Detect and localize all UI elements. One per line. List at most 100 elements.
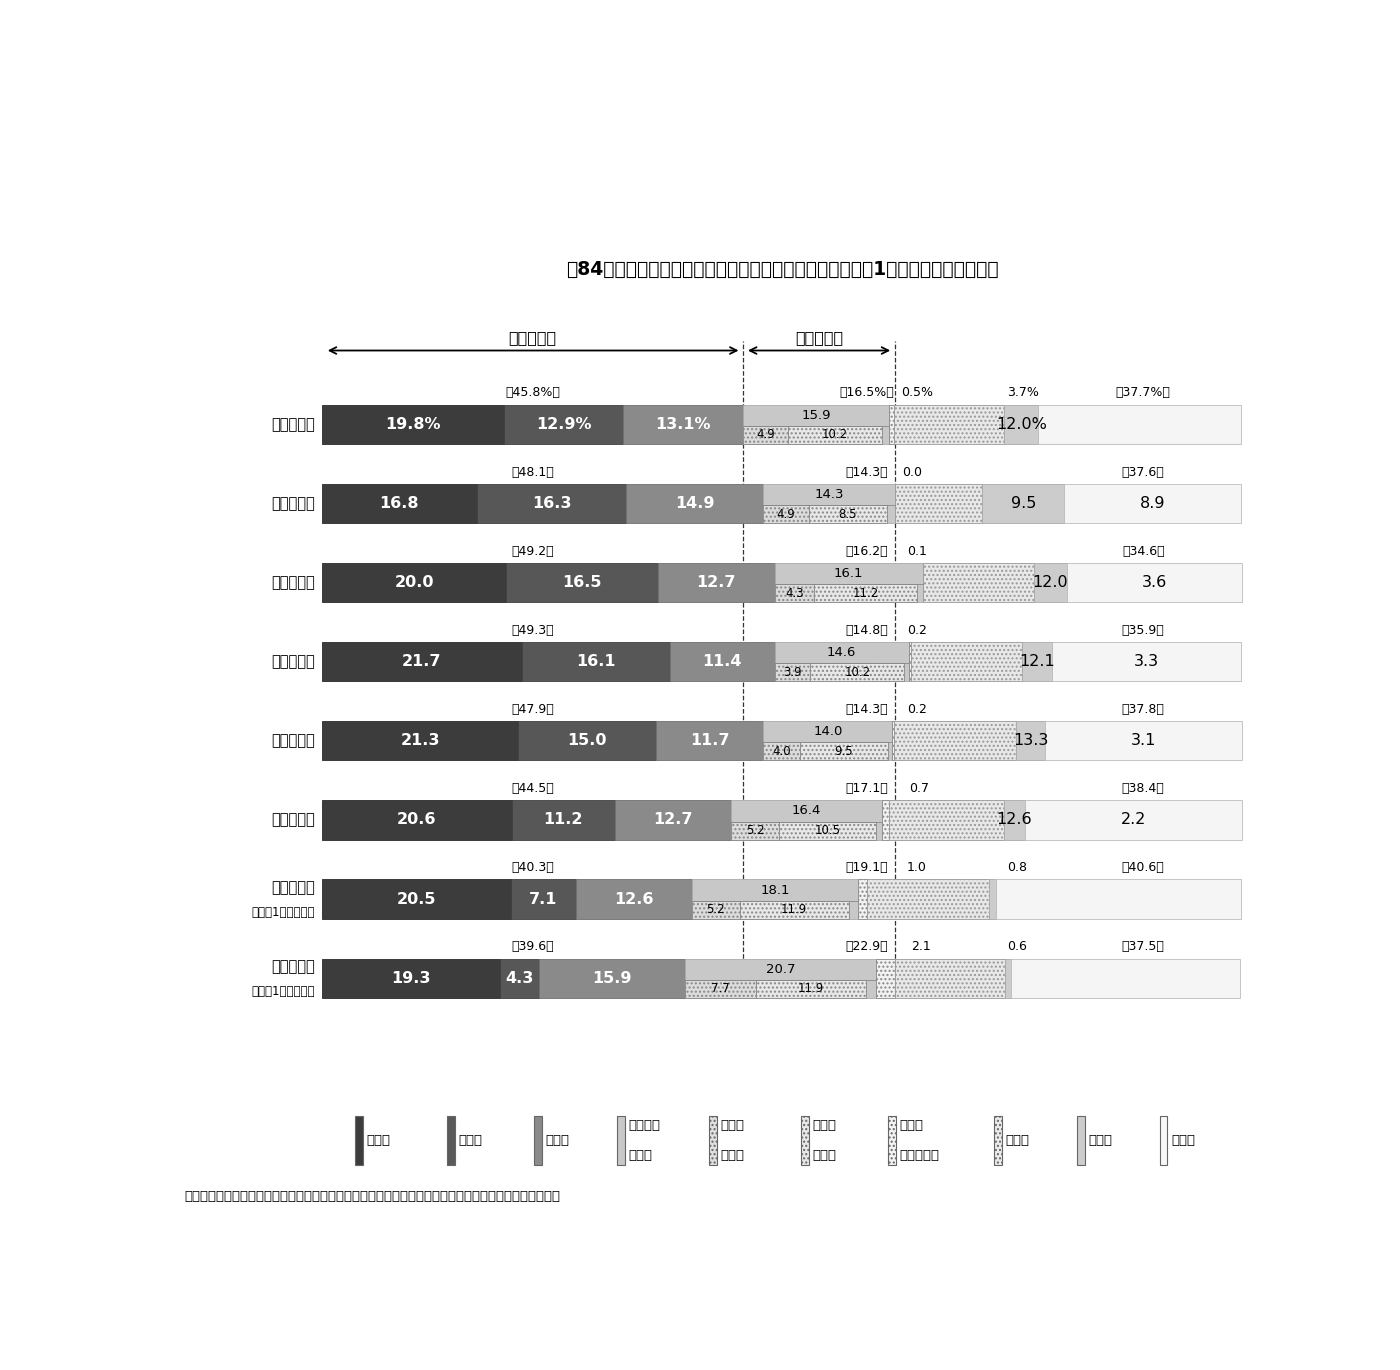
Text: 3.6: 3.6	[1141, 575, 1166, 590]
Text: （17.1）: （17.1）	[846, 782, 888, 795]
Text: （45.8%）: （45.8%）	[505, 386, 560, 400]
Text: 特　例　市: 特 例 市	[272, 655, 315, 669]
Text: 14.6: 14.6	[827, 647, 857, 659]
Text: 小　都　市: 小 都 市	[272, 812, 315, 827]
Text: （14.3）: （14.3）	[846, 466, 888, 478]
Bar	[322, 721, 518, 760]
Bar	[447, 1115, 455, 1164]
Text: （49.3）: （49.3）	[511, 623, 554, 637]
Bar	[1016, 721, 1044, 760]
Text: 12.6: 12.6	[997, 812, 1032, 827]
Bar	[1067, 563, 1242, 603]
Text: 市町村合計: 市町村合計	[272, 416, 315, 432]
Text: 12.0%: 12.0%	[995, 416, 1047, 432]
Text: 補　助: 補 助	[721, 1119, 745, 1132]
Text: 16.4: 16.4	[792, 804, 822, 818]
Text: 3.3: 3.3	[1134, 655, 1159, 669]
Bar	[518, 721, 655, 760]
Text: 19.3: 19.3	[391, 971, 431, 985]
Text: 中　核　市: 中 核 市	[272, 575, 315, 590]
Bar	[1064, 484, 1240, 523]
Text: 3.9: 3.9	[783, 666, 802, 678]
Text: 10.2: 10.2	[822, 429, 848, 441]
Text: 0.8: 0.8	[1007, 862, 1028, 874]
Text: 町　　　村: 町 村	[272, 881, 315, 895]
Text: （49.2）: （49.2）	[511, 545, 554, 558]
Text: 12.0: 12.0	[1033, 575, 1068, 590]
Bar	[692, 900, 739, 919]
Bar	[858, 880, 868, 919]
Bar	[788, 426, 882, 444]
Text: 12.6: 12.6	[615, 892, 654, 907]
Bar	[623, 404, 743, 444]
Text: 16.1: 16.1	[575, 655, 616, 669]
Text: （16.5%）: （16.5%）	[839, 386, 893, 400]
Bar	[1011, 959, 1240, 997]
Bar	[1004, 800, 1025, 840]
Bar	[774, 563, 923, 603]
Text: 普通建設: 普通建設	[629, 1119, 661, 1132]
Text: 12.7: 12.7	[654, 812, 693, 827]
Bar	[535, 1115, 542, 1164]
Text: 投資的経費: 投資的経費	[900, 1149, 939, 1162]
Text: 20.6: 20.6	[398, 812, 437, 827]
Text: 0.1: 0.1	[907, 545, 927, 558]
Bar	[739, 900, 848, 919]
Text: 単　独: 単 独	[812, 1119, 836, 1132]
Bar	[1039, 404, 1240, 444]
Text: 扶助費: 扶助費	[458, 1134, 483, 1147]
Text: その他: その他	[1170, 1134, 1196, 1147]
Text: 物件費: 物件費	[1005, 1134, 1029, 1147]
Text: （人口1万人以上）: （人口1万人以上）	[251, 906, 315, 919]
Text: 20.7: 20.7	[766, 963, 795, 975]
Text: 11.9: 11.9	[798, 982, 825, 995]
Text: （38.4）: （38.4）	[1121, 782, 1165, 795]
Text: 4.9: 4.9	[777, 507, 795, 521]
Bar	[983, 484, 1064, 523]
Bar	[476, 484, 626, 523]
Bar	[801, 1115, 809, 1164]
Text: （34.6）: （34.6）	[1121, 545, 1165, 558]
Bar	[997, 880, 1240, 919]
Text: 11.2: 11.2	[853, 586, 879, 600]
Text: 義務的経費: 義務的経費	[508, 330, 557, 345]
Text: 15.9: 15.9	[592, 971, 631, 985]
Text: 0.7: 0.7	[909, 782, 928, 795]
Text: 9.5: 9.5	[834, 745, 853, 758]
Text: 事業費: 事業費	[812, 1149, 836, 1162]
Bar	[522, 643, 669, 681]
Bar	[909, 643, 910, 681]
Text: （37.7%）: （37.7%）	[1116, 386, 1170, 400]
Bar	[875, 959, 895, 997]
Text: 3.1: 3.1	[1131, 733, 1156, 748]
Text: 12.9%: 12.9%	[536, 416, 591, 432]
Bar	[322, 880, 511, 919]
Text: 4.3: 4.3	[505, 971, 533, 985]
Text: （37.5）: （37.5）	[1121, 940, 1165, 954]
Text: 16.3: 16.3	[532, 496, 571, 511]
Text: 大　都　市: 大 都 市	[272, 496, 315, 511]
Bar	[895, 484, 983, 523]
Text: 8.5: 8.5	[839, 507, 857, 521]
Text: 2.1: 2.1	[911, 940, 931, 954]
Text: 中　都　市: 中 都 市	[272, 733, 315, 748]
Text: （37.6）: （37.6）	[1121, 466, 1165, 478]
Text: 15.9: 15.9	[802, 408, 832, 422]
Text: 事業費: 事業費	[629, 1149, 652, 1162]
Bar	[801, 743, 888, 760]
Text: 11.7: 11.7	[690, 733, 729, 748]
Text: 13.1%: 13.1%	[655, 416, 711, 432]
Bar	[504, 404, 623, 444]
Text: 12.7: 12.7	[696, 575, 736, 590]
Bar	[658, 563, 774, 603]
Text: （47.9）: （47.9）	[511, 703, 554, 717]
Text: 20.0: 20.0	[395, 575, 434, 590]
Bar	[322, 404, 504, 444]
Text: 町　　　村: 町 村	[272, 959, 315, 974]
Bar	[774, 643, 909, 681]
Text: 4.0: 4.0	[773, 745, 791, 758]
Text: 13.3: 13.3	[1012, 733, 1049, 748]
Bar	[626, 484, 763, 523]
Text: （14.8）: （14.8）	[846, 623, 888, 637]
Bar	[1004, 404, 1039, 444]
